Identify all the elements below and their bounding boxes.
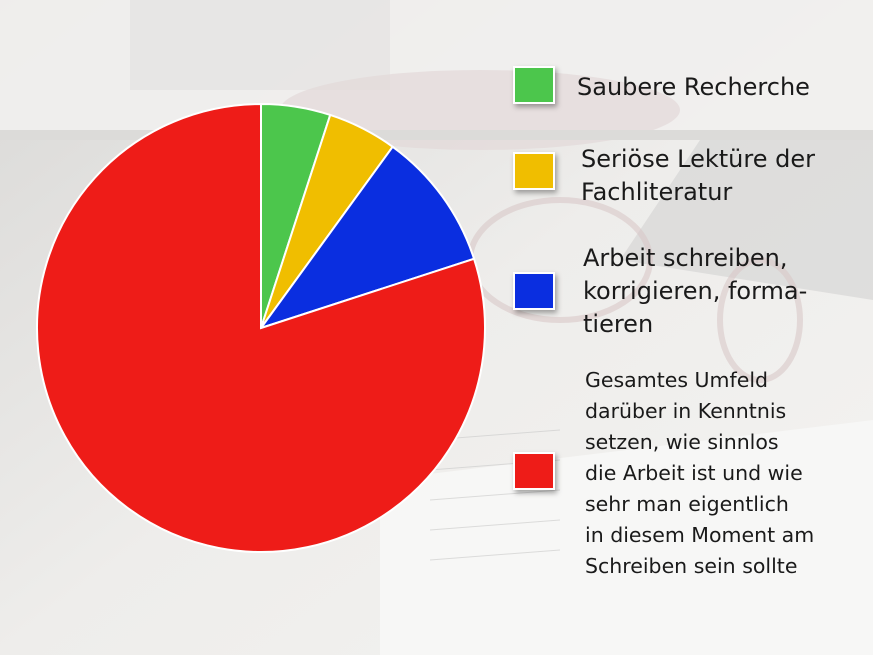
legend-label-umfeld: Gesamtes Umfeld darüber in Kenntnis setz… xyxy=(585,368,815,578)
pie-slice-4 xyxy=(36,102,486,553)
legend-label-lektuere: Seriöse Lektüre der Fachliteratur xyxy=(581,145,815,206)
legend-swatch-green xyxy=(513,66,555,104)
legend-label-recherche: Saubere Recherche xyxy=(577,73,810,101)
pie-slice-3 xyxy=(258,145,476,330)
legend-swatch-red xyxy=(513,452,555,490)
legend-label-schreiben: Arbeit schreiben, korrigieren, forma- ti… xyxy=(583,244,808,338)
legend-swatch-yellow xyxy=(513,152,555,190)
legend-swatch-blue xyxy=(513,272,555,310)
